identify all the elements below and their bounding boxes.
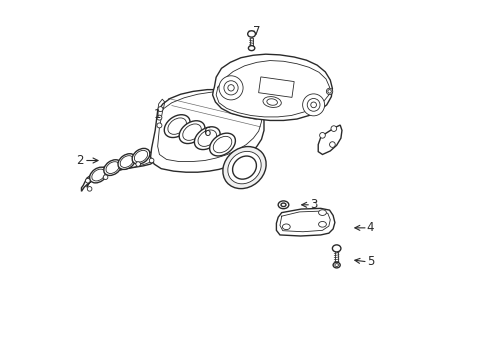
Ellipse shape — [134, 150, 147, 162]
Ellipse shape — [318, 221, 325, 227]
Ellipse shape — [248, 46, 254, 51]
Ellipse shape — [85, 179, 90, 183]
Text: 4: 4 — [366, 221, 373, 234]
Text: 1: 1 — [154, 108, 161, 121]
Ellipse shape — [327, 90, 331, 93]
Ellipse shape — [282, 224, 290, 230]
Ellipse shape — [183, 124, 201, 140]
Ellipse shape — [103, 175, 108, 180]
Text: 6: 6 — [203, 126, 211, 139]
Ellipse shape — [224, 81, 238, 95]
Ellipse shape — [227, 151, 261, 184]
Ellipse shape — [120, 156, 133, 167]
Ellipse shape — [332, 262, 340, 268]
Ellipse shape — [136, 162, 140, 166]
Ellipse shape — [302, 94, 324, 116]
Ellipse shape — [149, 158, 154, 163]
Ellipse shape — [223, 147, 265, 189]
Polygon shape — [81, 152, 157, 192]
Ellipse shape — [158, 107, 163, 112]
Text: 3: 3 — [309, 198, 317, 211]
Ellipse shape — [334, 264, 338, 266]
Ellipse shape — [281, 203, 285, 207]
Ellipse shape — [330, 126, 336, 131]
Ellipse shape — [247, 31, 255, 37]
Ellipse shape — [103, 160, 121, 175]
Ellipse shape — [278, 201, 288, 209]
Ellipse shape — [194, 127, 220, 149]
Ellipse shape — [92, 169, 105, 181]
Ellipse shape — [209, 133, 235, 156]
Text: 7: 7 — [253, 24, 260, 38]
Ellipse shape — [332, 245, 340, 252]
Ellipse shape — [227, 85, 234, 91]
Ellipse shape — [266, 99, 277, 105]
Ellipse shape — [179, 121, 204, 144]
Ellipse shape — [89, 167, 107, 183]
Ellipse shape — [318, 210, 325, 215]
Ellipse shape — [157, 115, 162, 120]
Ellipse shape — [263, 96, 281, 107]
Ellipse shape — [132, 148, 149, 164]
Ellipse shape — [310, 102, 316, 108]
Ellipse shape — [106, 162, 119, 174]
Ellipse shape — [157, 123, 162, 128]
Ellipse shape — [329, 142, 335, 147]
Ellipse shape — [213, 136, 231, 153]
Ellipse shape — [306, 99, 319, 111]
Ellipse shape — [118, 154, 135, 170]
Ellipse shape — [232, 156, 256, 179]
Polygon shape — [276, 208, 334, 236]
Polygon shape — [150, 90, 264, 172]
Ellipse shape — [319, 132, 325, 138]
Ellipse shape — [219, 76, 243, 100]
Ellipse shape — [87, 186, 92, 191]
Ellipse shape — [164, 115, 190, 138]
Text: 5: 5 — [366, 255, 373, 268]
Polygon shape — [318, 125, 341, 154]
Ellipse shape — [325, 88, 332, 95]
Text: 2: 2 — [76, 154, 83, 167]
Polygon shape — [258, 77, 294, 97]
Ellipse shape — [167, 118, 186, 134]
Ellipse shape — [198, 130, 216, 147]
Polygon shape — [212, 54, 332, 121]
